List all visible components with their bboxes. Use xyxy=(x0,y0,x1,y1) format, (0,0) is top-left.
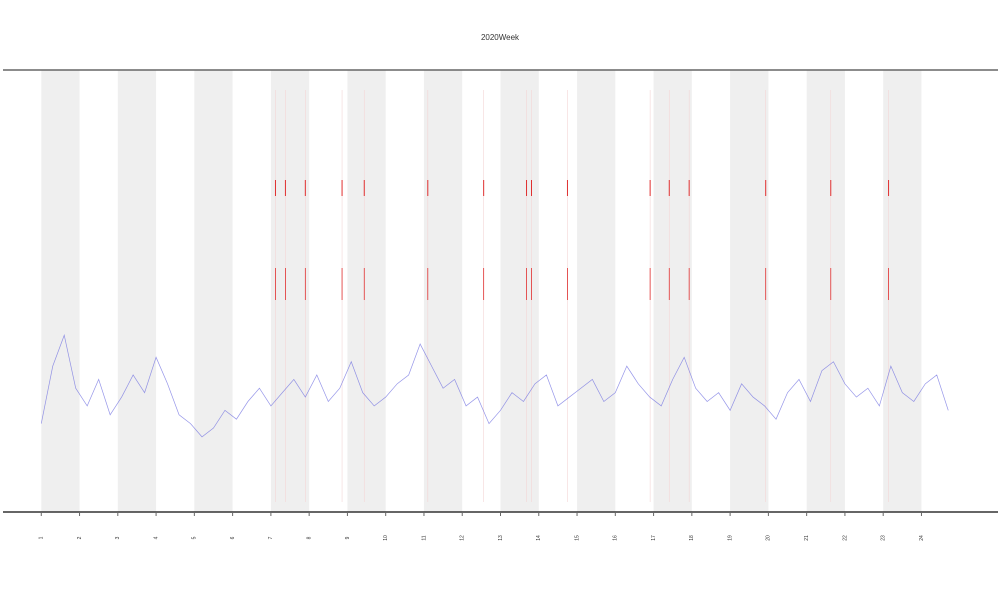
shaded-band xyxy=(806,70,845,512)
x-tick-label: 10 xyxy=(383,535,389,541)
x-tick-label: 22 xyxy=(842,535,848,541)
shaded-band xyxy=(194,70,233,512)
x-tick-label: 18 xyxy=(689,535,695,541)
x-tick-label: 14 xyxy=(536,535,542,541)
x-tick-label: 6 xyxy=(230,536,236,539)
x-tick-label: 2 xyxy=(77,536,83,539)
shaded-band xyxy=(117,70,157,512)
shaded-band xyxy=(270,70,310,512)
x-tick-label: 1 xyxy=(39,536,45,539)
shaded-band xyxy=(41,70,80,512)
x-tick-label: 20 xyxy=(766,535,772,541)
x-tick-label: 3 xyxy=(115,536,121,539)
line xyxy=(40,333,949,438)
x-tick-label: 13 xyxy=(498,535,504,541)
x-tick-label: 9 xyxy=(345,536,351,539)
shaded-band xyxy=(883,70,922,512)
shaded-band xyxy=(347,70,386,512)
shaded-band xyxy=(423,70,463,512)
x-tick-label: 16 xyxy=(613,535,619,541)
x-tick-label: 8 xyxy=(306,536,312,539)
x-tick-label: 23 xyxy=(881,535,887,541)
x-tick-label: 24 xyxy=(919,535,925,541)
x-tick-label: 17 xyxy=(651,535,657,541)
x-tick-label: 19 xyxy=(727,535,733,541)
x-tick-label: 11 xyxy=(421,535,427,540)
shaded-band xyxy=(653,70,692,512)
x-tick-label: 15 xyxy=(574,535,580,541)
shaded-band xyxy=(730,70,769,512)
shaded-band xyxy=(500,70,539,512)
x-tick-label: 4 xyxy=(153,536,159,539)
chart-title: 2020Week xyxy=(481,33,520,42)
x-tick-label: 7 xyxy=(268,536,274,539)
x-tick-label: 12 xyxy=(460,535,466,541)
x-tick-label: 5 xyxy=(192,536,198,539)
shaded-band xyxy=(577,70,616,512)
x-tick-label: 21 xyxy=(804,535,810,541)
